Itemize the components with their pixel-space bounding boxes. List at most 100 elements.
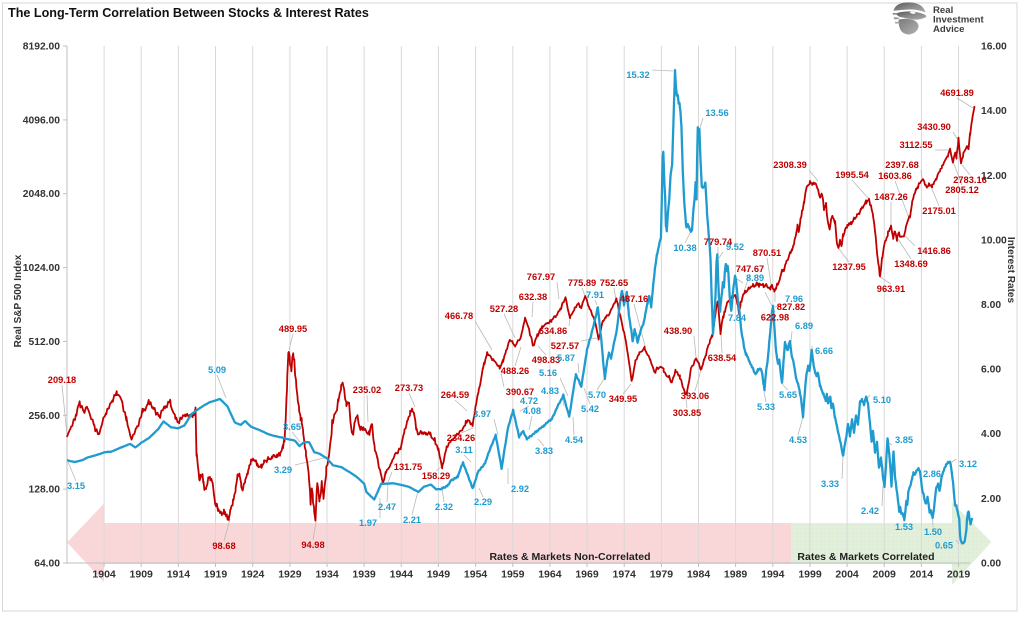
svg-text:1944: 1944 [390, 569, 414, 581]
svg-text:2.86: 2.86 [923, 469, 941, 479]
svg-text:349.95: 349.95 [609, 394, 637, 404]
svg-text:3.85: 3.85 [895, 435, 913, 445]
svg-text:Real: Real [933, 5, 953, 16]
svg-text:94.98: 94.98 [301, 540, 324, 550]
svg-text:1974: 1974 [613, 569, 637, 581]
svg-text:1924: 1924 [241, 569, 265, 581]
svg-text:7.91: 7.91 [586, 290, 604, 300]
svg-text:Investment: Investment [933, 15, 984, 26]
svg-text:963.91: 963.91 [877, 284, 905, 294]
svg-text:7.84: 7.84 [728, 313, 747, 323]
svg-text:1914: 1914 [167, 569, 191, 581]
svg-text:64.00: 64.00 [34, 559, 60, 570]
svg-text:3112.55: 3112.55 [899, 140, 932, 150]
svg-text:779.74: 779.74 [704, 237, 733, 247]
svg-text:1939: 1939 [352, 569, 376, 581]
svg-text:1984: 1984 [687, 569, 711, 581]
svg-text:5.10: 5.10 [873, 395, 891, 405]
svg-text:1994: 1994 [761, 569, 785, 581]
svg-text:527.57: 527.57 [551, 341, 579, 351]
svg-text:10.38: 10.38 [673, 243, 696, 253]
svg-text:128.00: 128.00 [29, 485, 61, 496]
svg-text:870.51: 870.51 [753, 248, 781, 258]
svg-text:2019: 2019 [947, 569, 971, 581]
svg-text:131.75: 131.75 [394, 462, 422, 472]
svg-text:466.78: 466.78 [445, 311, 473, 321]
svg-text:438.90: 438.90 [664, 326, 692, 336]
svg-text:5.65: 5.65 [779, 390, 797, 400]
svg-text:1487.26: 1487.26 [874, 192, 908, 202]
svg-text:16.00: 16.00 [981, 42, 1007, 53]
svg-text:2.00: 2.00 [981, 494, 1001, 505]
svg-text:775.89: 775.89 [568, 278, 596, 288]
svg-text:6.89: 6.89 [795, 321, 813, 331]
svg-text:3.29: 3.29 [274, 465, 292, 475]
svg-text:Real S&P 500 Index: Real S&P 500 Index [13, 254, 24, 347]
svg-text:1603.86: 1603.86 [878, 171, 912, 181]
svg-text:1979: 1979 [650, 569, 674, 581]
svg-text:3.11: 3.11 [455, 445, 473, 455]
svg-text:1.97: 1.97 [359, 518, 377, 528]
svg-text:5.70: 5.70 [588, 390, 606, 400]
svg-text:2.47: 2.47 [378, 502, 396, 512]
svg-text:1904: 1904 [92, 569, 116, 581]
svg-text:98.68: 98.68 [212, 541, 235, 551]
svg-text:1964: 1964 [538, 569, 562, 581]
svg-text:5.87: 5.87 [557, 353, 575, 363]
svg-text:2.92: 2.92 [511, 484, 529, 494]
svg-text:1416.86: 1416.86 [917, 246, 951, 256]
svg-text:Interest Rates: Interest Rates [1005, 237, 1016, 304]
svg-text:634.86: 634.86 [539, 326, 567, 336]
svg-text:8192.00: 8192.00 [23, 42, 60, 53]
svg-text:15.32: 15.32 [626, 70, 649, 80]
svg-text:3.83: 3.83 [535, 446, 553, 456]
svg-text:303.85: 303.85 [673, 408, 701, 418]
svg-text:1.50: 1.50 [924, 527, 942, 537]
svg-text:Rates & Markets Correlated: Rates & Markets Correlated [797, 551, 934, 563]
svg-text:4691.89: 4691.89 [940, 88, 974, 98]
svg-text:1919: 1919 [204, 569, 228, 581]
svg-text:0.65: 0.65 [935, 541, 953, 551]
svg-text:209.18: 209.18 [48, 375, 76, 385]
svg-text:Advice: Advice [933, 24, 964, 35]
svg-text:3.33: 3.33 [821, 479, 839, 489]
svg-text:827.82: 827.82 [777, 302, 805, 312]
svg-text:1348.69: 1348.69 [894, 259, 928, 269]
svg-text:2805.12: 2805.12 [945, 185, 979, 195]
svg-text:1999: 1999 [798, 569, 822, 581]
svg-text:4.54: 4.54 [565, 435, 584, 445]
svg-text:8.89: 8.89 [746, 273, 764, 283]
svg-text:2.29: 2.29 [474, 497, 492, 507]
svg-text:264.59: 264.59 [441, 390, 469, 400]
svg-text:1.53: 1.53 [895, 522, 913, 532]
svg-text:512.00: 512.00 [29, 337, 61, 348]
svg-text:3430.90: 3430.90 [917, 122, 951, 132]
svg-text:2175.01: 2175.01 [922, 206, 956, 216]
svg-text:1969: 1969 [575, 569, 599, 581]
svg-text:234.26: 234.26 [447, 433, 475, 443]
svg-text:1959: 1959 [501, 569, 525, 581]
svg-text:1237.95: 1237.95 [832, 262, 866, 272]
svg-text:Rates & Markets Non-Correlated: Rates & Markets Non-Correlated [489, 551, 650, 563]
svg-text:3.15: 3.15 [67, 481, 85, 491]
svg-text:2004: 2004 [835, 569, 859, 581]
svg-text:489.95: 489.95 [279, 324, 307, 334]
svg-text:256.00: 256.00 [29, 411, 61, 422]
svg-text:1929: 1929 [278, 569, 302, 581]
svg-text:527.28: 527.28 [490, 304, 518, 314]
svg-text:1024.00: 1024.00 [23, 263, 60, 274]
svg-text:4.72: 4.72 [520, 396, 538, 406]
svg-text:4.00: 4.00 [981, 429, 1001, 440]
svg-text:1989: 1989 [724, 569, 748, 581]
svg-text:2783.16: 2783.16 [953, 175, 987, 185]
svg-text:14.00: 14.00 [981, 106, 1007, 117]
svg-text:1909: 1909 [130, 569, 154, 581]
svg-text:7.96: 7.96 [785, 294, 803, 304]
svg-text:5.09: 5.09 [208, 365, 226, 375]
svg-text:9.52: 9.52 [726, 242, 744, 252]
svg-text:The Long-Term Correlation Betw: The Long-Term Correlation Between Stocks… [8, 6, 369, 20]
svg-text:2048.00: 2048.00 [23, 189, 60, 200]
svg-text:158.29: 158.29 [422, 471, 450, 481]
svg-text:0.00: 0.00 [981, 559, 1001, 570]
svg-text:4096.00: 4096.00 [23, 115, 60, 126]
